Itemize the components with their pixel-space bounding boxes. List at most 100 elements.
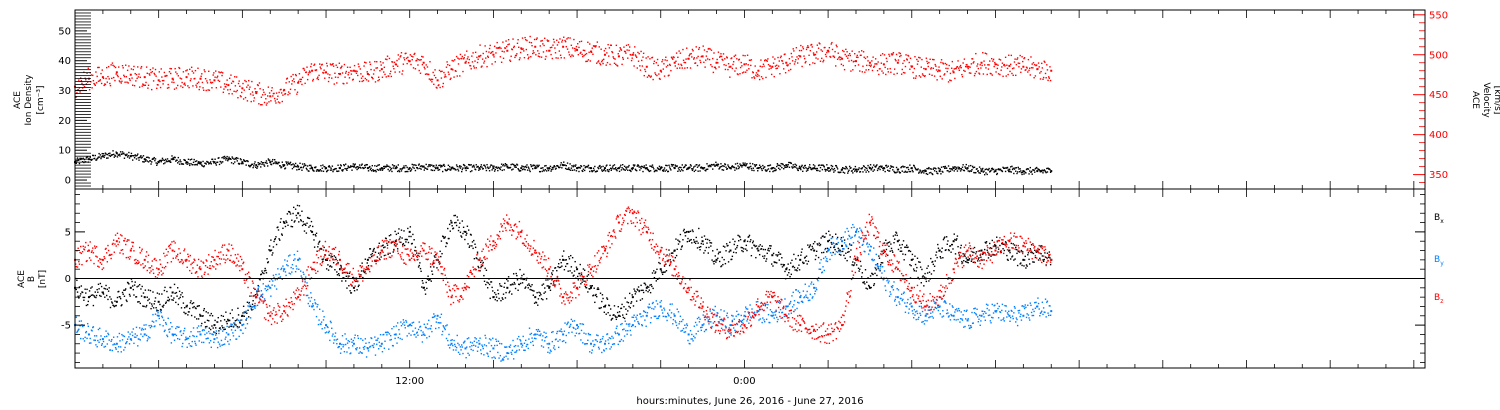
b-z-point-2-61: [924, 305, 927, 308]
b-y-point-1-32: [520, 342, 523, 345]
velocity-point-1-43: [673, 61, 676, 64]
density-point-0-56: [854, 168, 857, 171]
velocity-point-1-39: [617, 55, 620, 58]
b-y-point-1-7: [171, 333, 174, 336]
density-point-0-14: [269, 161, 272, 164]
b-x-point-0-31: [506, 286, 509, 289]
velocity-ylabel-line2: Velocity: [1481, 82, 1491, 118]
density-velocity-panel: 0 10 20 30 40 50 350 400 450 500 550 ACE Ion Densi…: [13, 9, 1500, 190]
lower-panel-frame: [74, 188, 1426, 369]
velocity-point-1-12: [241, 87, 244, 90]
b-z-point-2-42: [659, 249, 662, 252]
b-x-point-0-68: [1022, 258, 1025, 261]
b-x-point-0-5: [143, 296, 146, 299]
density-point-0-33: [534, 167, 537, 170]
density-point-0-64: [966, 167, 969, 170]
density-point-0-5: [143, 158, 146, 161]
density-point-0-13: [255, 164, 258, 167]
density-velocity-axes: 0 10 20 30 40 50 350 400 450 500 550: [58, 9, 1448, 190]
density-point-0-70: [1050, 170, 1053, 173]
b-y-point-1-3: [115, 342, 118, 345]
b-y-point-1-60: [910, 305, 913, 308]
b-z-point-2-55: [841, 324, 844, 327]
b-z-point-2-67: [1008, 240, 1011, 243]
velocity-point-1-9: [199, 77, 202, 80]
velocity-point-1-10: [213, 79, 216, 82]
b-tick-label-1: 0: [65, 274, 71, 285]
b-z-point-2-54: [827, 333, 830, 336]
b-y-point-1-52: [799, 296, 802, 299]
b-x-point-0-50: [771, 254, 774, 257]
b-z-point-2-37: [590, 268, 593, 271]
b-y-point-1-11: [227, 333, 230, 336]
b-z-point-2-6: [157, 268, 160, 271]
b-y-point-1-12: [241, 324, 244, 327]
b-y-point-1-24: [408, 324, 411, 327]
b-x-point-0-39: [617, 314, 620, 317]
density-point-0-29: [478, 167, 481, 170]
density-point-0-16: [297, 165, 300, 168]
density-tick-label-2: 20: [58, 116, 71, 127]
density-ylabel-line3: [cm⁻³]: [36, 85, 46, 114]
b-z-point-2-47: [729, 328, 732, 331]
b-y-point-1-16: [297, 258, 300, 261]
density-point-0-26: [436, 167, 439, 170]
b-y-point-1-57: [868, 249, 871, 252]
b-y-point-1-36: [576, 324, 579, 327]
b-z-point-2-69: [1036, 249, 1039, 252]
b-x-point-0-51: [785, 268, 788, 271]
b-x-point-0-64: [966, 258, 969, 261]
b-z-point-2-53: [813, 328, 816, 331]
b-x-point-0-14: [269, 249, 272, 252]
density-velocity-marks: [74, 35, 1053, 176]
b-z-point-2-48: [743, 324, 746, 327]
density-tick-label-4: 40: [58, 56, 71, 67]
b-y-point-1-38: [603, 342, 606, 345]
b-z-point-2-41: [645, 230, 648, 233]
velocity-point-1-67: [1008, 64, 1011, 67]
legend-bz-subscript: z: [1440, 298, 1443, 305]
b-y-point-1-39: [617, 333, 620, 336]
b-z-point-2-18: [325, 249, 328, 252]
b-y-point-1-30: [492, 347, 495, 350]
density-point-0-17: [311, 167, 314, 170]
b-y-point-1-51: [785, 305, 788, 308]
density-point-0-57: [868, 167, 871, 170]
b-y-point-1-63: [952, 314, 955, 317]
b-x-point-0-59: [896, 240, 899, 243]
b-ylabel-line3: [nT]: [38, 270, 48, 288]
velocity-tick-label-0: 350: [1429, 170, 1448, 181]
density-point-0-38: [603, 167, 606, 170]
b-y-point-1-61: [924, 314, 927, 317]
b-x-point-0-49: [757, 249, 760, 252]
velocity-point-1-46: [715, 61, 718, 64]
b-z-point-2-57: [868, 221, 871, 224]
velocity-point-1-27: [450, 68, 453, 71]
legend-by: By: [1434, 255, 1444, 267]
density-point-0-12: [241, 161, 244, 164]
b-y-point-1-35: [562, 333, 565, 336]
b-y-point-1-65: [980, 314, 983, 317]
velocity-point-1-53: [813, 53, 816, 56]
b-z-point-2-34: [548, 268, 551, 271]
b-x-point-0-8: [185, 305, 188, 308]
velocity-point-1-59: [896, 61, 899, 64]
density-point-0-54: [827, 167, 830, 170]
velocity-point-1-48: [743, 63, 746, 66]
b-y-point-1-43: [673, 314, 676, 317]
b-x-point-0-44: [687, 230, 690, 233]
b-x-point-0-6: [157, 300, 160, 303]
b-y-point-1-37: [590, 342, 593, 345]
b-y-point-1-55: [841, 240, 844, 243]
b-z-point-2-62: [938, 296, 941, 299]
b-z-point-2-65: [980, 258, 983, 261]
b-z-point-2-63: [952, 268, 955, 271]
b-y-point-1-14: [269, 286, 272, 289]
b-x-point-0-24: [408, 230, 411, 233]
b-z-point-2-66: [994, 249, 997, 252]
density-tick-label-1: 10: [58, 146, 71, 157]
b-z-point-2-2: [101, 258, 104, 261]
density-point-0-27: [450, 167, 453, 170]
b-z-point-2-43: [673, 268, 676, 271]
b-y-point-1-4: [129, 338, 132, 341]
